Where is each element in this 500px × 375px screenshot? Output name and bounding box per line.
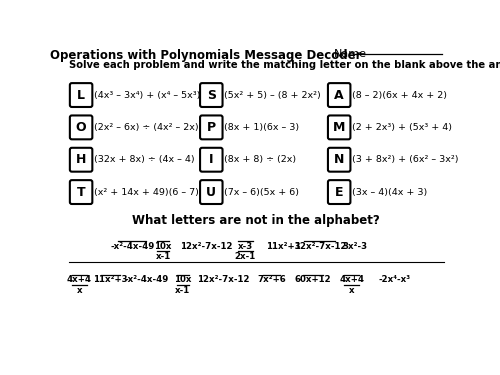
Text: x: x (349, 286, 354, 295)
Text: Solve each problem and write the matching letter on the blank above the answer.: Solve each problem and write the matchin… (68, 60, 500, 70)
Text: E: E (335, 186, 344, 199)
Text: (5x² + 5) – (8 + 2x²): (5x² + 5) – (8 + 2x²) (224, 90, 320, 99)
Text: x-3: x-3 (238, 242, 253, 250)
Text: (2 + 2x³) + (5x³ + 4): (2 + 2x³) + (5x³ + 4) (352, 123, 452, 132)
Text: 60x+12: 60x+12 (294, 276, 331, 285)
FancyBboxPatch shape (200, 180, 222, 204)
FancyBboxPatch shape (328, 116, 350, 140)
Text: 7x²+6: 7x²+6 (258, 276, 286, 285)
Text: 11x²+3: 11x²+3 (266, 242, 300, 250)
FancyBboxPatch shape (70, 83, 92, 107)
FancyBboxPatch shape (70, 116, 92, 140)
Text: Name: Name (334, 49, 367, 59)
Text: (8 – 2)(6x + 4x + 2): (8 – 2)(6x + 4x + 2) (352, 90, 446, 99)
Text: (7x – 6)(5x + 6): (7x – 6)(5x + 6) (224, 188, 298, 196)
Text: 10x: 10x (174, 276, 192, 285)
Text: What letters are not in the alphabet?: What letters are not in the alphabet? (132, 214, 380, 227)
Text: Operations with Polynomials Message Decoder: Operations with Polynomials Message Deco… (50, 49, 362, 62)
Text: H: H (76, 153, 86, 166)
Text: L: L (77, 88, 85, 102)
Text: (3x – 4)(4x + 3): (3x – 4)(4x + 3) (352, 188, 427, 196)
FancyBboxPatch shape (328, 148, 350, 172)
Text: x-1: x-1 (156, 252, 171, 261)
Text: S: S (207, 88, 216, 102)
Text: (2x² – 6x) ÷ (4x² – 2x): (2x² – 6x) ÷ (4x² – 2x) (94, 123, 198, 132)
Text: O: O (76, 121, 86, 134)
Text: 3x²-3: 3x²-3 (343, 242, 368, 250)
Text: 12x²-7x-12: 12x²-7x-12 (294, 242, 346, 250)
Text: 4x+4: 4x+4 (67, 276, 92, 285)
Text: x: x (76, 286, 82, 295)
Text: 11x²+3: 11x²+3 (93, 276, 128, 285)
Text: A: A (334, 88, 344, 102)
FancyBboxPatch shape (200, 83, 222, 107)
Text: 12x²-7x-12: 12x²-7x-12 (180, 242, 232, 250)
Text: T: T (77, 186, 86, 199)
Text: (32x + 8x) ÷ (4x – 4): (32x + 8x) ÷ (4x – 4) (94, 155, 194, 164)
FancyBboxPatch shape (70, 148, 92, 172)
Text: -x²-4x-49: -x²-4x-49 (110, 242, 154, 250)
Text: 10x: 10x (154, 242, 172, 250)
FancyBboxPatch shape (200, 148, 222, 172)
Text: -2x⁴-x³: -2x⁴-x³ (378, 276, 410, 285)
Text: 4x+4: 4x+4 (339, 276, 364, 285)
Text: U: U (206, 186, 216, 199)
Text: -x²-4x-49: -x²-4x-49 (124, 276, 168, 285)
Text: (8x + 1)(6x – 3): (8x + 1)(6x – 3) (224, 123, 299, 132)
Text: 12x²-7x-12: 12x²-7x-12 (198, 276, 250, 285)
Text: (3 + 8x²) + (6x² – 3x²): (3 + 8x²) + (6x² – 3x²) (352, 155, 458, 164)
Text: 2x-1: 2x-1 (235, 252, 256, 261)
FancyBboxPatch shape (200, 116, 222, 140)
FancyBboxPatch shape (328, 180, 350, 204)
FancyBboxPatch shape (70, 180, 92, 204)
Text: (8x + 8) ÷ (2x): (8x + 8) ÷ (2x) (224, 155, 296, 164)
Text: M: M (333, 121, 345, 134)
Text: P: P (206, 121, 216, 134)
Text: N: N (334, 153, 344, 166)
Text: (x² + 14x + 49)(6 – 7): (x² + 14x + 49)(6 – 7) (94, 188, 198, 196)
FancyBboxPatch shape (328, 83, 350, 107)
Text: (4x³ – 3x⁴) + (x⁴ – 5x³): (4x³ – 3x⁴) + (x⁴ – 5x³) (94, 90, 200, 99)
Text: x-1: x-1 (175, 286, 190, 295)
Text: I: I (209, 153, 214, 166)
